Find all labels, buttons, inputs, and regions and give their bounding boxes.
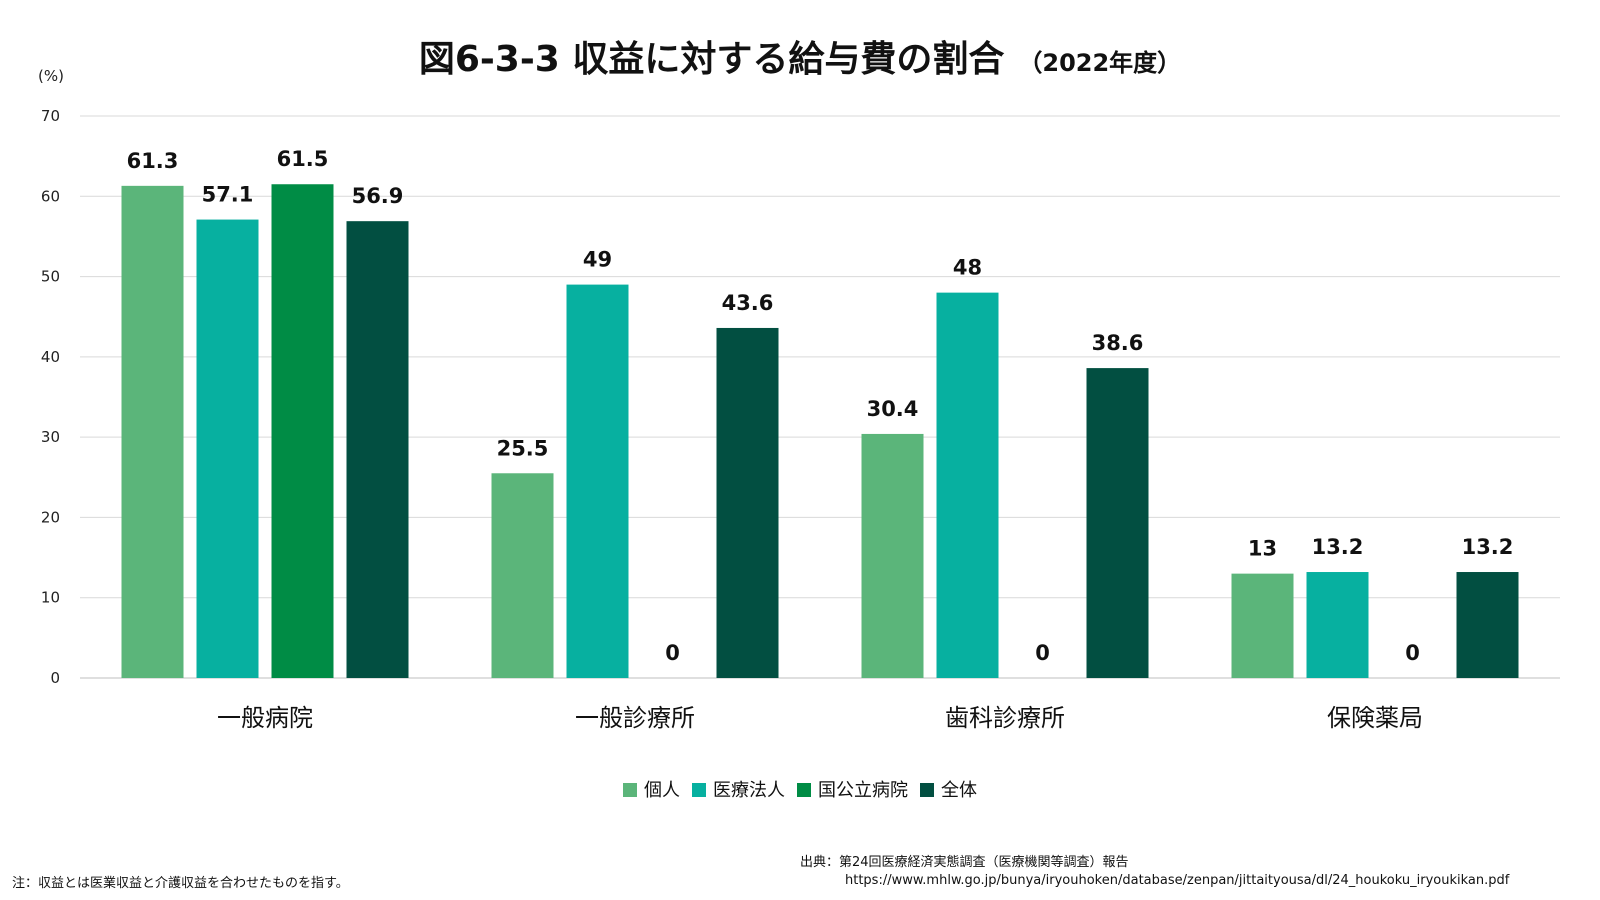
chart-subtitle: （2022年度） [1018, 49, 1182, 77]
bar [1306, 572, 1369, 678]
legend-swatch [920, 783, 934, 797]
y-axis-unit-label: (%) [38, 67, 64, 85]
data-label: 43.6 [722, 291, 774, 315]
source-block: 出典：第24回医療経済実態調査（医療機関等調査）報告 https://www.m… [800, 854, 1509, 890]
footnote: 注：収益とは医業収益と介護収益を合わせたものを指す。 [12, 876, 349, 891]
legend-item: 医療法人 [692, 776, 785, 802]
data-label: 48 [953, 256, 982, 280]
data-label: 61.5 [277, 147, 329, 171]
data-label: 61.3 [127, 149, 179, 173]
x-category-label: 保険薬局 [1327, 704, 1423, 732]
data-label: 56.9 [352, 184, 404, 208]
y-tick-label: 20 [41, 508, 60, 526]
x-category-label: 一般診療所 [575, 704, 695, 732]
data-label: 57.1 [202, 183, 254, 207]
legend-item: 国公立病院 [797, 776, 908, 802]
bar [1086, 368, 1149, 678]
y-tick-label: 0 [50, 669, 60, 687]
y-tick-label: 40 [41, 348, 60, 366]
bar [196, 219, 259, 678]
data-label: 38.6 [1092, 331, 1144, 355]
legend-label: 全体 [941, 780, 977, 801]
chart-legend: 個人 医療法人 国公立病院 全体 [0, 776, 1600, 802]
y-tick-label: 50 [41, 268, 60, 286]
data-label: 13 [1248, 537, 1277, 561]
bar [346, 221, 409, 678]
bar [491, 473, 554, 678]
chart-title-main: 図6-3-3 収益に対する給与費の割合 [418, 39, 1005, 80]
legend-swatch [797, 783, 811, 797]
legend-item: 個人 [623, 776, 680, 802]
bar [1231, 573, 1294, 678]
bar-chart: 0 10 20 30 40 50 60 70 61.3 57.1 61.5 56.9 一般病院 25.5 4… [41, 107, 1560, 732]
chart-title: 図6-3-3 収益に対する給与費の割合 （2022年度） [0, 30, 1600, 82]
legend-label: 国公立病院 [818, 780, 908, 801]
y-tick-label: 70 [41, 107, 60, 125]
bar [121, 185, 184, 678]
y-tick-label: 10 [41, 589, 60, 607]
y-tick-label: 30 [41, 428, 60, 446]
legend-swatch [623, 783, 637, 797]
source-url: https://www.mhlw.go.jp/bunya/iryouhoken/… [845, 873, 1510, 888]
data-label: 0 [1035, 641, 1050, 665]
source-title: 出典：第24回医療経済実態調査（医療機関等調査）報告 [800, 855, 1129, 870]
bar [566, 284, 629, 678]
x-category-label: 歯科診療所 [945, 704, 1065, 732]
legend-item: 全体 [920, 776, 977, 802]
legend-label: 医療法人 [713, 780, 785, 801]
data-label: 25.5 [497, 436, 549, 460]
bar [936, 292, 999, 678]
data-label: 13.2 [1462, 535, 1514, 559]
x-category-label: 一般病院 [217, 704, 313, 732]
data-label: 49 [583, 248, 612, 272]
data-label: 13.2 [1312, 535, 1364, 559]
bar [1456, 572, 1519, 678]
data-label: 0 [1405, 641, 1420, 665]
legend-label: 個人 [644, 780, 680, 801]
bar [271, 184, 334, 678]
legend-swatch [692, 783, 706, 797]
bar [716, 327, 779, 678]
data-label: 30.4 [867, 397, 919, 421]
y-tick-label: 60 [41, 187, 60, 205]
bar [861, 433, 924, 678]
data-label: 0 [665, 641, 680, 665]
